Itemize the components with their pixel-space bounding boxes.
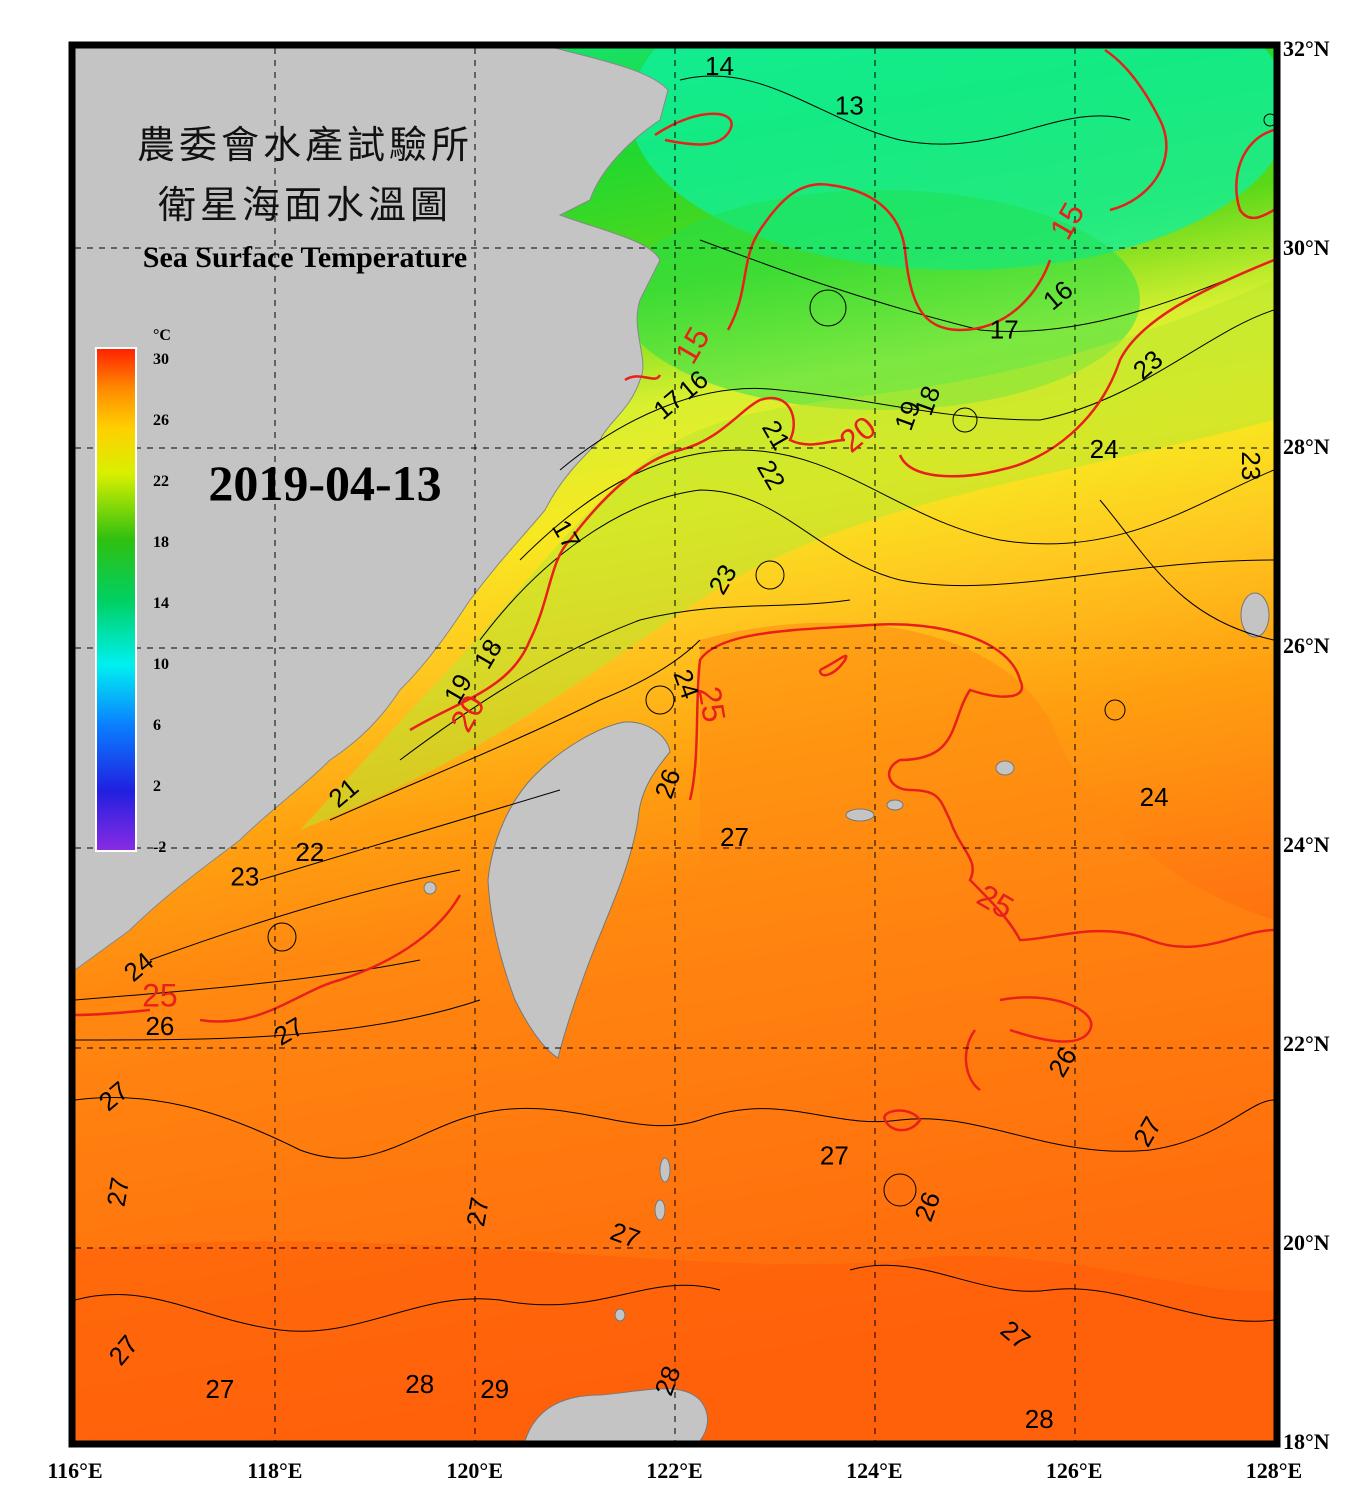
isotherm-label: 23	[230, 862, 259, 892]
isotherm-label: 17	[990, 314, 1019, 344]
major-isotherm-lines	[75, 48, 1274, 1132]
colorbar-tick-label: 18	[153, 534, 169, 551]
colorbar-tick-label: 22	[153, 473, 169, 490]
latitude-label: 28°N	[1283, 434, 1330, 459]
warm-water-2	[75, 1241, 1274, 1441]
colorbar-unit: °C	[153, 327, 171, 344]
island	[845, 808, 875, 822]
latitude-label: 20°N	[1283, 1230, 1330, 1255]
cold-water-patch-2	[620, 190, 1140, 410]
isotherm-label: 28	[1025, 1404, 1054, 1434]
colorbar-tick-label: 30	[153, 351, 169, 368]
isotherm-label: 27	[205, 1374, 234, 1404]
island	[654, 1199, 666, 1221]
longitude-label: 120°E	[446, 1458, 502, 1483]
island	[423, 881, 437, 895]
isotherm-label: 24	[1140, 782, 1169, 812]
isotherm-label: 28	[405, 1369, 434, 1399]
island	[886, 799, 904, 811]
isotherm-label: 29	[480, 1374, 509, 1404]
transition-band	[300, 280, 1274, 830]
isotherm-label: 27	[460, 1195, 495, 1229]
latitude-label: 30°N	[1283, 235, 1330, 260]
isotherm-label: 22	[295, 837, 324, 867]
latitude-label: 24°N	[1283, 832, 1330, 857]
isotherm-label: 23	[1236, 451, 1266, 480]
isotherm-label: 26	[145, 1011, 174, 1041]
map-date: 2019-04-13	[208, 455, 441, 511]
colorbar-tick-label: 26	[153, 412, 169, 429]
island	[659, 1157, 671, 1183]
longitude-label: 128°E	[1246, 1458, 1302, 1483]
longitude-label: 122°E	[646, 1458, 702, 1483]
isotherm-label: 27	[720, 822, 749, 852]
mainland-china	[75, 48, 669, 971]
latitude-label: 22°N	[1283, 1031, 1330, 1056]
isotherm-lines	[75, 75, 1274, 1332]
island	[614, 1308, 626, 1322]
isotherm-label: 13	[835, 91, 864, 121]
map-frame	[68, 41, 1281, 1448]
longitude-label: 116°E	[47, 1458, 102, 1483]
major-isotherm-label: 25	[691, 684, 733, 725]
colorbar-tick-label: 10	[153, 656, 169, 673]
latitude-label: 26°N	[1283, 633, 1330, 658]
longitude-label: 126°E	[1046, 1458, 1102, 1483]
isotherm-label: 24	[1090, 434, 1119, 464]
longitude-label: 124°E	[846, 1458, 902, 1483]
latitude-labels: 32°N 30°N 28°N 26°N 24°N 22°N 20°N 18°N	[1283, 36, 1330, 1454]
colorbar	[95, 347, 137, 852]
luzon-island	[524, 1388, 708, 1441]
title-line2: 衛星海面水溫圖	[158, 183, 452, 227]
isotherm-label: 14	[705, 51, 734, 81]
title-english: Sea Surface Temperature	[143, 241, 467, 274]
isotherm-label: 27	[820, 1140, 849, 1170]
graticule	[75, 48, 1274, 1441]
island	[995, 760, 1015, 776]
island	[1240, 592, 1270, 638]
colorbar-tick-label: 14	[153, 595, 169, 612]
warm-water	[75, 622, 1274, 1441]
title-line1: 農委會水產試驗所	[137, 123, 473, 167]
colorbar-ticks: 30 26 22 18 14 10 6 2 -2	[153, 351, 169, 856]
longitude-labels: 116°E 118°E 120°E 122°E 124°E 126°E 128°E	[47, 1458, 1302, 1483]
taiwan-island	[487, 721, 671, 1059]
colorbar-tick-label: 6	[153, 717, 161, 734]
latitude-label: 18°N	[1283, 1429, 1330, 1454]
colorbar-tick-label: -2	[153, 839, 166, 856]
latitude-label: 32°N	[1283, 36, 1330, 61]
colorbar-tick-label: 2	[153, 778, 161, 795]
longitude-label: 118°E	[247, 1458, 302, 1483]
major-isotherm-label: 25	[142, 978, 178, 1014]
isotherm-label: 27	[101, 1175, 136, 1209]
